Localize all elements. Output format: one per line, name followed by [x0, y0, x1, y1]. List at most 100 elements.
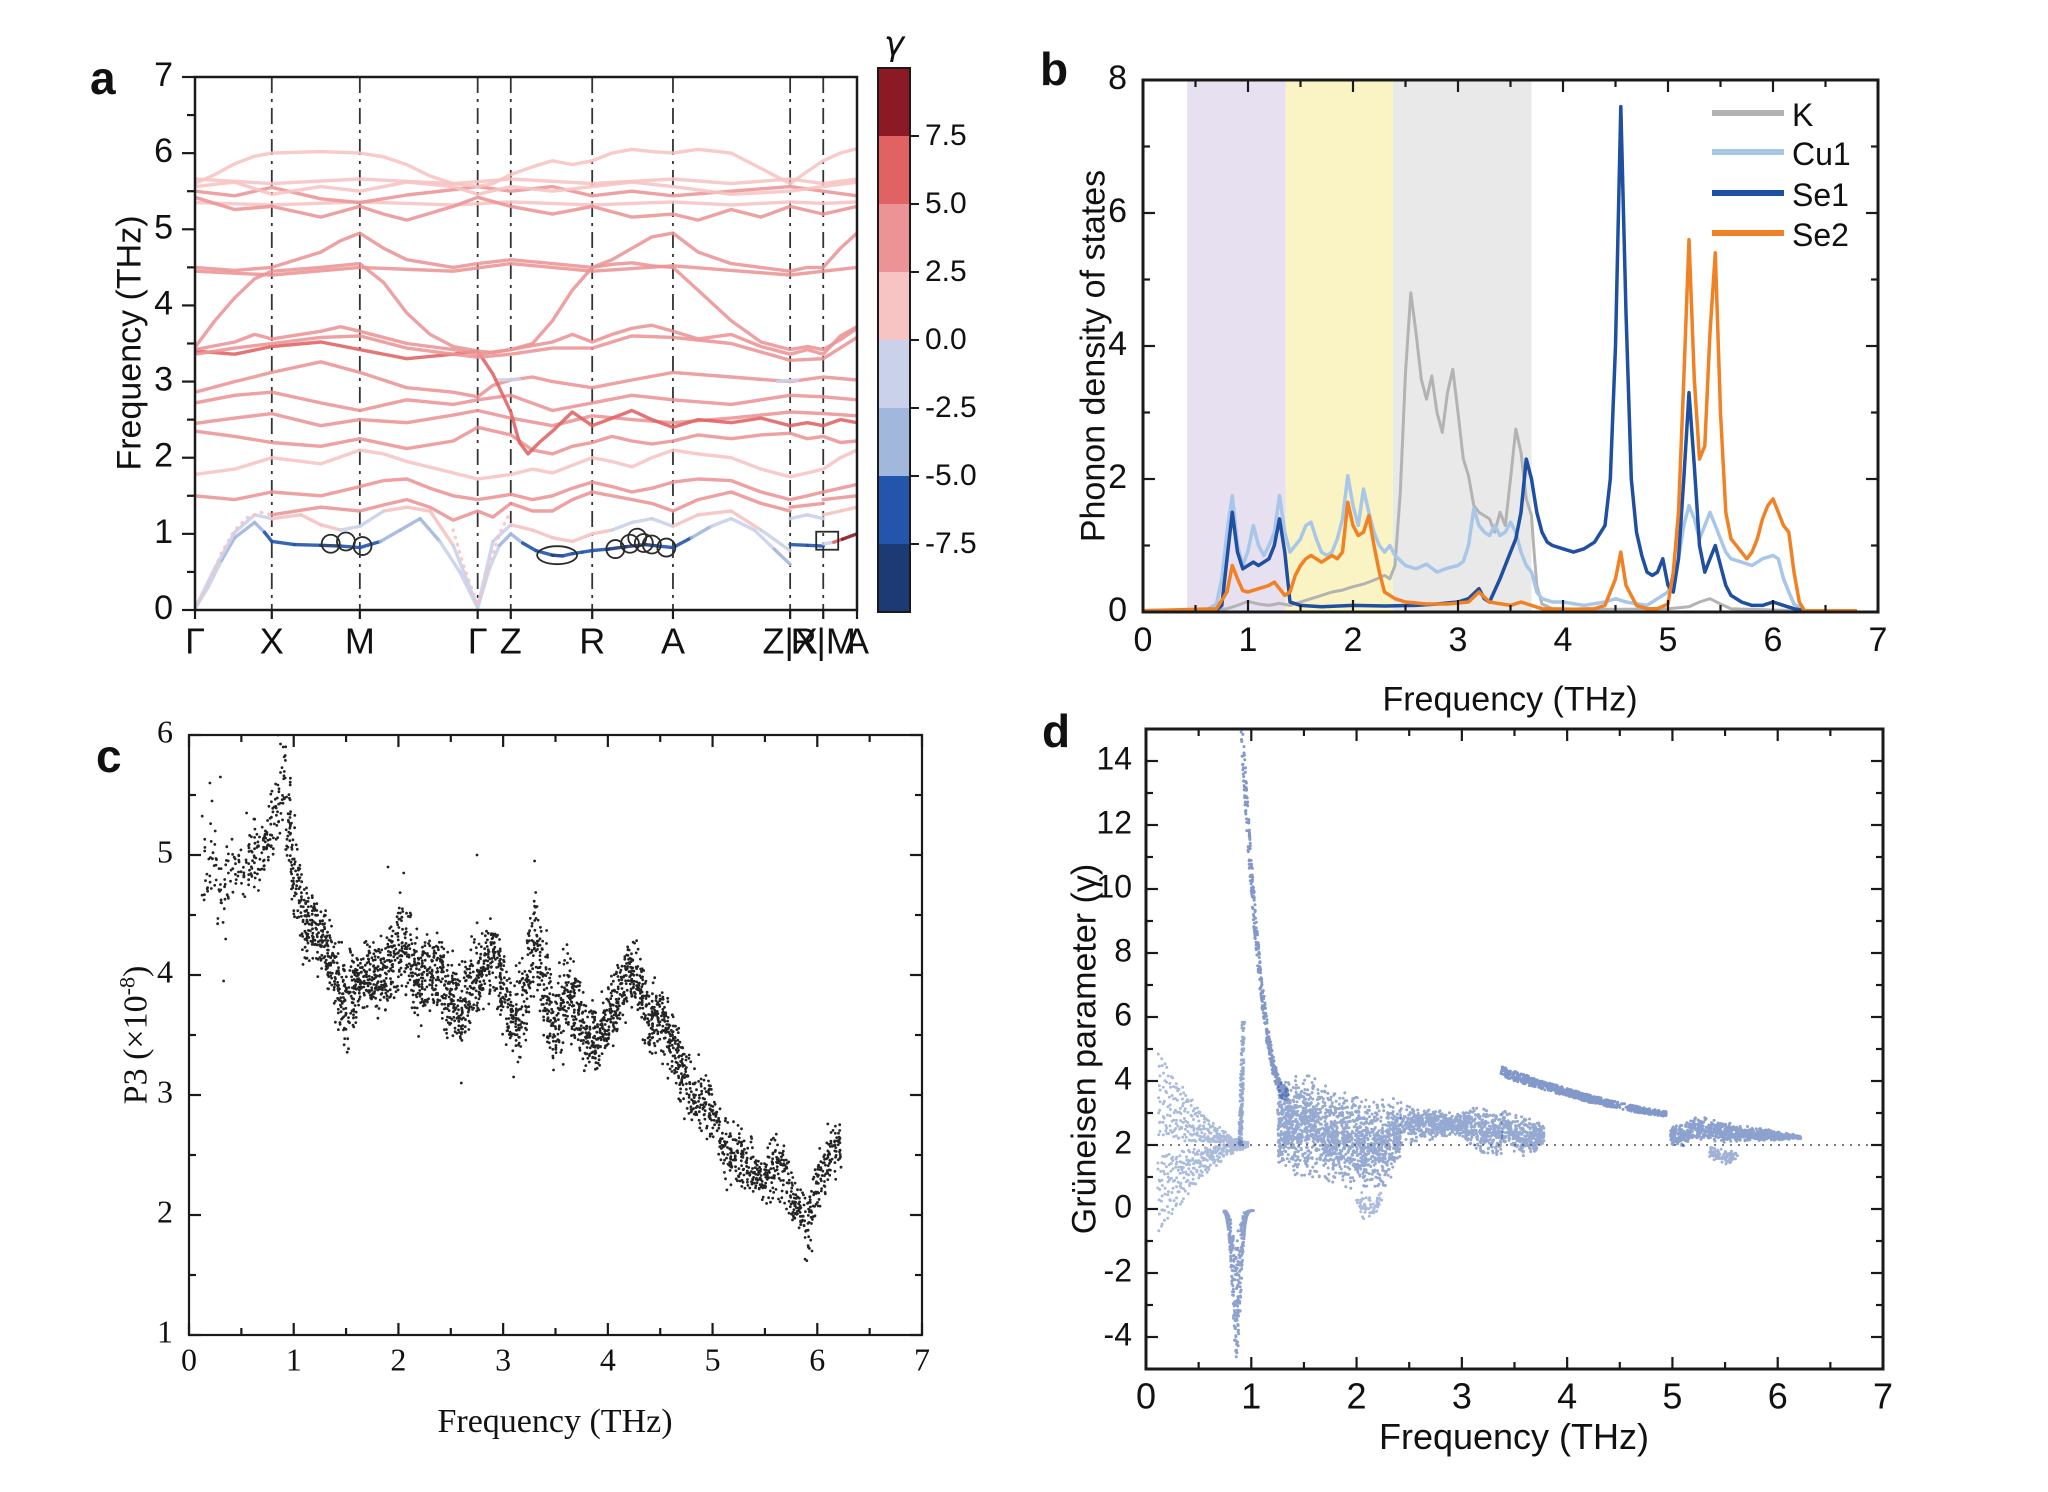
- tick-label: 6: [157, 713, 173, 749]
- colorbar-tick-label: -5.0: [925, 459, 977, 492]
- tick-label: 5: [154, 208, 173, 246]
- tick-label: 1: [157, 1313, 173, 1349]
- colorbar-tick-label: 2.5: [925, 255, 967, 288]
- colorbar-tick-label: -2.5: [925, 391, 977, 424]
- p3-scatter-points: [200, 735, 843, 1262]
- dos-legend: [1712, 110, 1784, 236]
- tick-label: -2: [1104, 1252, 1132, 1288]
- tick-label: X: [260, 621, 284, 662]
- tick-label: 6: [1764, 621, 1783, 659]
- tick-label: 0: [154, 589, 173, 627]
- legend-label-Se2: Se2: [1792, 217, 1849, 253]
- tick-label: 3: [495, 1341, 511, 1377]
- panel-b-x-axis-title: Frequency (THz): [1382, 680, 1638, 719]
- band-annotations: [320, 527, 840, 566]
- tick-label: 8: [1108, 59, 1127, 97]
- colorbar-tick-label: 5.0: [925, 187, 967, 220]
- tick-label: A: [661, 621, 685, 662]
- tick-label: Γ: [185, 621, 205, 662]
- tick-label: 6: [1114, 996, 1132, 1032]
- legend-label-Se1: Se1: [1792, 177, 1849, 213]
- tick-label: 2: [154, 437, 173, 475]
- tick-label: 3: [1449, 621, 1468, 659]
- phonon-bands: [195, 146, 857, 610]
- panel-b-letter: b: [1040, 43, 1069, 95]
- tick-label: 6: [1768, 1376, 1788, 1417]
- tick-label: 3: [154, 361, 173, 399]
- tick-label: A: [845, 621, 869, 662]
- tick-label: 2: [390, 1341, 406, 1377]
- tick-label: 4: [1108, 325, 1127, 363]
- legend-label-Cu1: Cu1: [1792, 136, 1851, 172]
- tick-label: 1: [286, 1341, 302, 1377]
- panel-a-letter: a: [90, 52, 116, 104]
- tick-label: 5: [1659, 621, 1678, 659]
- tick-label: 6: [154, 132, 173, 170]
- colorbar-tick-label: 7.5: [925, 119, 967, 152]
- tick-label: 8: [1114, 932, 1132, 968]
- colorbar-title: γ: [884, 24, 905, 64]
- tick-label: 1: [1241, 1376, 1261, 1417]
- tick-label: 3: [157, 1073, 173, 1109]
- tick-label: 7: [1869, 621, 1888, 659]
- scatter-cluster: [1499, 1065, 1668, 1118]
- tick-label: 10: [1096, 868, 1132, 904]
- tick-label: 5: [705, 1341, 721, 1377]
- panel-d-x-axis-title: Frequency (THz): [1378, 1416, 1650, 1457]
- tick-label: R: [579, 621, 605, 662]
- dos-curve-Se2: [1143, 237, 1857, 612]
- tick-label: M: [345, 621, 375, 662]
- scatter-cluster: [1237, 1020, 1247, 1147]
- tick-label: 4: [1557, 1376, 1577, 1417]
- tick-label: 6: [809, 1341, 825, 1377]
- tick-label: 1: [1239, 621, 1258, 659]
- panel-c-letter: c: [96, 730, 122, 782]
- tick-label: 3: [1452, 1376, 1472, 1417]
- tick-label: 7: [154, 56, 173, 94]
- tick-label: Z|X: [762, 621, 817, 662]
- scatter-cluster: [1355, 1191, 1384, 1221]
- tick-label: 4: [600, 1341, 616, 1377]
- tick-label: 2: [1114, 1124, 1132, 1160]
- panel-d-y-axis-title: Grüneisen parameter (γ): [1065, 863, 1104, 1235]
- tick-label: 4: [1114, 1060, 1132, 1096]
- tick-label: 4: [1554, 621, 1573, 659]
- gruneisen-clusters: [1156, 730, 1803, 1359]
- gamma-colorbar: [877, 67, 919, 613]
- tick-label: 4: [157, 953, 173, 989]
- tick-label: 0: [1114, 1188, 1132, 1224]
- colorbar-tick-label: 0.0: [925, 323, 967, 356]
- panel-b-y-axis-title: Phonon density of states: [1074, 169, 1113, 543]
- tick-label: 0: [1136, 1376, 1156, 1417]
- scatter-cluster: [1399, 1101, 1504, 1156]
- dos-curves: [1143, 104, 1857, 612]
- tick-label: 0: [1108, 591, 1127, 629]
- tick-label: 7: [1873, 1376, 1893, 1417]
- tick-label: 2: [1108, 458, 1127, 496]
- legend-label-K: K: [1792, 97, 1814, 133]
- panel-a-y-axis-title: Frequency (THz): [110, 215, 149, 471]
- panel-c-x-axis-title: Frequency (THz): [437, 1403, 673, 1440]
- dos-curve-Cu1: [1143, 473, 1857, 612]
- scatter-cluster: [1669, 1116, 1803, 1148]
- tick-label: 5: [157, 833, 173, 869]
- tick-label: 12: [1096, 804, 1132, 840]
- scatter-cluster: [1239, 730, 1290, 1101]
- tick-label: 4: [154, 284, 173, 322]
- tick-label: R|M: [791, 621, 856, 662]
- scatter-cluster: [1708, 1146, 1739, 1166]
- tick-label: 14: [1096, 740, 1132, 776]
- scatter-cluster: [1500, 1109, 1546, 1158]
- panel-d-letter: d: [1042, 705, 1071, 757]
- tick-label: 0: [1134, 621, 1153, 659]
- tick-label: 2: [157, 1193, 173, 1229]
- tick-label: 5: [1662, 1376, 1682, 1417]
- tick-label: 6: [1108, 192, 1127, 230]
- tick-label: Z: [500, 621, 522, 662]
- tick-label: 2: [1344, 621, 1363, 659]
